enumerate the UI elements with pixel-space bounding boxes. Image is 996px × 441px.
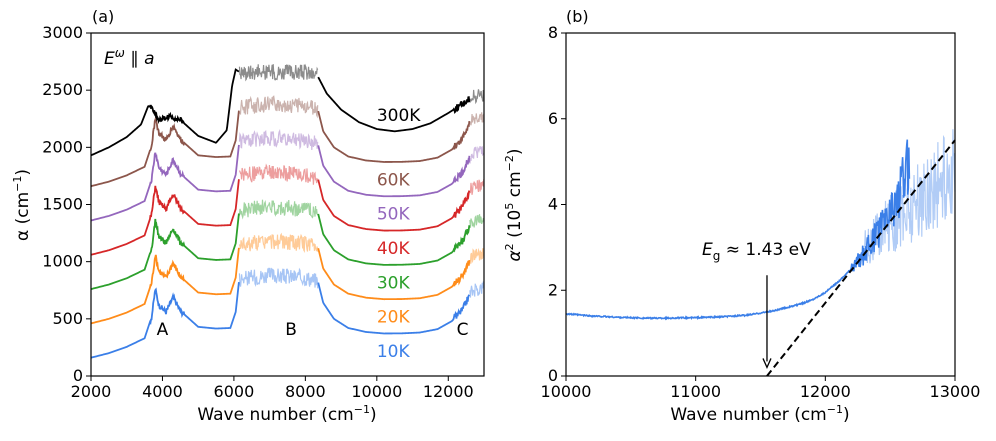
region-label-A: A — [157, 320, 169, 340]
panel-b-ticks: 10000 11000 12000 13000 0 2 4 6 8 — [541, 23, 981, 401]
linear-fit-line — [766, 139, 956, 377]
x-tick-label: 10000 — [351, 382, 402, 401]
series-60K-noisy-band-c — [469, 112, 485, 126]
y-tick-label: 2 — [548, 280, 558, 299]
series-60K-line-right — [317, 110, 471, 163]
series-10K-noisy-band-b — [238, 267, 319, 289]
x-tick-label: 6000 — [214, 382, 255, 401]
series-40K-noisy-band-c — [469, 179, 485, 195]
series-40K-noisy-band-b — [238, 163, 319, 185]
y-tick-label: 8 — [548, 23, 558, 42]
series-20K-noisy-band-c — [469, 247, 485, 265]
y-tick-label: 1000 — [42, 252, 83, 271]
bandgap-arrow-head — [762, 358, 772, 370]
series-label-60K: 60K — [377, 170, 411, 190]
series-20K-line — [90, 247, 240, 325]
x-tick-label: 12000 — [800, 382, 851, 401]
x-tick-label: 13000 — [930, 382, 981, 401]
x-tick-label: 4000 — [142, 382, 183, 401]
panel-a-ticks: 2000 4000 6000 8000 10000 12000 0 500 1000 1500 20… — [42, 23, 473, 401]
x-tick-label: 11000 — [670, 382, 721, 401]
series-30K-line — [90, 213, 240, 290]
series-300K-line-right — [317, 76, 471, 133]
series-20K-line-right — [317, 248, 471, 301]
series-20K-noisy-band-b — [238, 232, 319, 254]
series-10K-line — [565, 139, 911, 321]
panel-b-xlabel: Wave number (cm−1) — [670, 403, 849, 425]
series-label-50K: 50K — [377, 205, 411, 225]
y-tick-label: 500 — [52, 309, 83, 328]
series-label-40K: 40K — [377, 239, 411, 259]
series-label-30K: 30K — [377, 273, 411, 293]
y-tick-label: 2500 — [42, 80, 83, 99]
polarization-annotation: Eω ∥ a — [104, 46, 155, 69]
x-tick-label: 10000 — [541, 382, 592, 401]
y-tick-label: 2000 — [42, 137, 83, 156]
panel-a-marks: 10K 20K 30K 40K 50K 60K 300K A B C — [90, 63, 485, 362]
series-50K-line — [90, 144, 240, 222]
series-300K-noisy-band-b — [238, 63, 319, 82]
panel-a-ylabel: α (cm−1) — [11, 169, 33, 241]
series-300K-line — [90, 68, 240, 157]
region-label-B: B — [285, 320, 297, 340]
panel-b-marks — [565, 129, 956, 377]
panel-a-label: (a) — [92, 7, 114, 26]
series-10K-noisy-tail — [863, 129, 956, 264]
x-tick-label: 12000 — [423, 382, 474, 401]
series-label-20K: 20K — [377, 308, 411, 328]
series-30K-noisy-band-c — [469, 214, 484, 228]
series-50K-noisy-band-b — [238, 128, 319, 150]
series-40K-line — [90, 179, 240, 256]
y-tick-label: 0 — [73, 366, 83, 385]
series-30K-line-right — [317, 213, 471, 266]
series-300K-noisy-band-c — [469, 89, 485, 105]
panel-b-label: (b) — [566, 7, 589, 26]
panel-b-ylabel: α2 (105 cm−2) — [503, 148, 525, 261]
y-tick-label: 3000 — [42, 23, 83, 42]
series-40K-line-right — [317, 179, 471, 232]
x-tick-label: 2000 — [71, 382, 112, 401]
series-10K-line — [90, 282, 240, 359]
panel-a: (a) 10K 20K 30K 40K 50K 60K 300K A B C 2000 4000 60… — [11, 7, 485, 425]
series-label-10K: 10K — [377, 342, 411, 362]
series-60K-line — [90, 110, 240, 188]
y-tick-label: 1500 — [42, 195, 83, 214]
series-60K-noisy-band-b — [239, 95, 319, 119]
bandgap-annotation: Eg ≈ 1.43 eV — [702, 240, 811, 263]
series-50K-noisy-band-c — [469, 146, 485, 164]
x-tick-label: 8000 — [285, 382, 326, 401]
y-tick-label: 0 — [548, 366, 558, 385]
series-30K-noisy-band-b — [238, 199, 319, 220]
series-10K-noisy-band-c — [469, 280, 485, 298]
region-label-C: C — [457, 320, 469, 340]
panel-a-xlabel: Wave number (cm−1) — [197, 403, 376, 425]
series-label-300K: 300K — [377, 106, 421, 126]
y-tick-label: 6 — [548, 109, 558, 128]
panel-b: (b) 10000 11000 12000 13000 0 2 4 6 8 Eg ≈ 1.43 … — [503, 7, 980, 425]
series-10K-line-right — [317, 282, 471, 335]
y-tick-label: 4 — [548, 195, 558, 214]
series-50K-line-right — [317, 145, 471, 198]
